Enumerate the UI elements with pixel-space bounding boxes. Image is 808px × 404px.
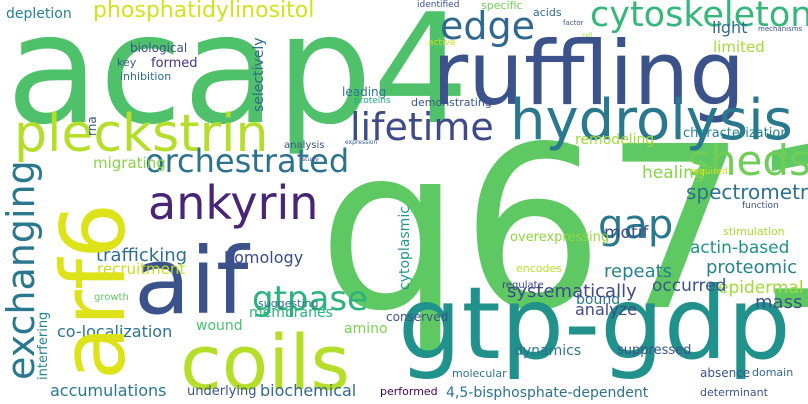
word-acids: acids [533, 6, 562, 19]
word-membranes: membranes [249, 305, 333, 321]
word-expression: expression [345, 139, 378, 146]
word-mass: mass [755, 292, 803, 313]
word-ankyrin: ankyrin [148, 176, 319, 230]
word-study: study [302, 156, 319, 163]
word-inhibition: inhibition [120, 70, 172, 83]
word-proteins: proteins [354, 96, 391, 106]
word-conserved: conserved [386, 310, 449, 324]
word-spectrometry: spectrometry [686, 180, 808, 204]
word-demonstrating: demonstrating [411, 96, 492, 109]
word-coils: coils [180, 318, 351, 404]
word-light: light [712, 18, 748, 37]
word-characterization: characterization [683, 126, 789, 141]
word-analysis: analysis [284, 140, 325, 151]
word-gap: gap [598, 202, 674, 248]
word-gtp-gdp: gtp-gdp [398, 265, 791, 382]
word-systematically: systematically [507, 281, 637, 302]
word-dynamics: dynamics [514, 343, 582, 359]
word-leading: leading [342, 85, 387, 99]
word-function: function [742, 201, 779, 211]
word-bound: bound [576, 292, 621, 308]
word-encodes: encodes [516, 262, 562, 275]
word-healing: healing [642, 163, 705, 183]
word-homology: homology [224, 248, 304, 267]
word-formed: formed [151, 56, 198, 71]
word-remodeling: remodeling [575, 132, 655, 148]
word-biological: biological [130, 41, 188, 55]
word-key: key [117, 56, 137, 69]
word-factor: factor [563, 19, 584, 27]
word-accumulations: accumulations [50, 381, 167, 400]
word-ruffling: ruffling [432, 22, 746, 125]
word-q671: q671 [318, 99, 808, 361]
word-growth: growth [94, 292, 129, 303]
word-selectively: selectively [251, 37, 267, 112]
word-identified: identified [417, 0, 460, 10]
word-molecular: molecular [452, 367, 507, 380]
word-occurred: occurred [652, 276, 727, 296]
word-proteomic: proteomic [706, 257, 798, 278]
word-aif: aif [134, 228, 249, 335]
word-domain: domain [752, 366, 794, 379]
word-stimulation: stimulation [723, 225, 785, 238]
word-wound: wound [196, 318, 243, 334]
word-overexpressing: overexpressing [510, 230, 610, 245]
word-phosphatidylinositol: phosphatidylinositol [93, 0, 315, 23]
word-sheds: sheds [688, 136, 808, 185]
word-epidermal: epidermal [718, 278, 804, 298]
word-lifetime: lifetime [350, 105, 494, 149]
word-depletion: depletion [6, 6, 72, 22]
word-exchanging: exchanging [0, 160, 43, 380]
word-underlying: underlying [187, 384, 257, 399]
word-required: required [690, 167, 728, 177]
word-absence: absence [700, 366, 751, 380]
word-interfering: interfering [36, 311, 51, 380]
word-actin-based: actin-based [690, 238, 790, 258]
word-cytoskeleton: cytoskeleton [590, 0, 808, 35]
word-repeats: repeats [604, 261, 673, 282]
word-gtpase: gtpase [252, 279, 368, 319]
word-cell: cell [582, 32, 593, 39]
word-performed: performed [380, 385, 438, 398]
word-active: active [428, 38, 456, 48]
word-determinant: determinant [700, 386, 768, 399]
word-acap4: acap4 [6, 0, 470, 158]
word-motif: motif [604, 223, 649, 243]
word-suppressed: suppressed [617, 343, 692, 358]
word-suggesting: suggesting [258, 297, 319, 310]
word-recruitment: recruitment [97, 260, 186, 278]
word-biochemical: biochemical [260, 381, 357, 400]
word-regulate: regulate [502, 280, 544, 291]
word-specific: specific [481, 0, 523, 12]
word-hydrolysis: hydrolysis [510, 88, 793, 153]
word-trafficking: trafficking [96, 245, 188, 266]
word-edge: edge [440, 4, 535, 48]
word-rna: rna [85, 116, 99, 136]
word-pleckstrin: pleckstrin [14, 104, 269, 164]
word-orchestrated: orchestrated [145, 142, 350, 180]
word-analyze: analyze [575, 300, 637, 319]
word-migrating: migrating [93, 154, 166, 172]
word-arf6: arf6 [42, 202, 145, 380]
word-cytoplasmic: cytoplasmic [397, 206, 413, 290]
word-mechanisms: mechanisms [758, 25, 803, 33]
word-limited: limited [713, 38, 765, 56]
word-4-5-bisphosphate-dependent: 4,5-bisphosphate-dependent [446, 385, 649, 401]
word-co-localization: co-localization [57, 322, 173, 341]
word-amino: amino [344, 321, 388, 337]
